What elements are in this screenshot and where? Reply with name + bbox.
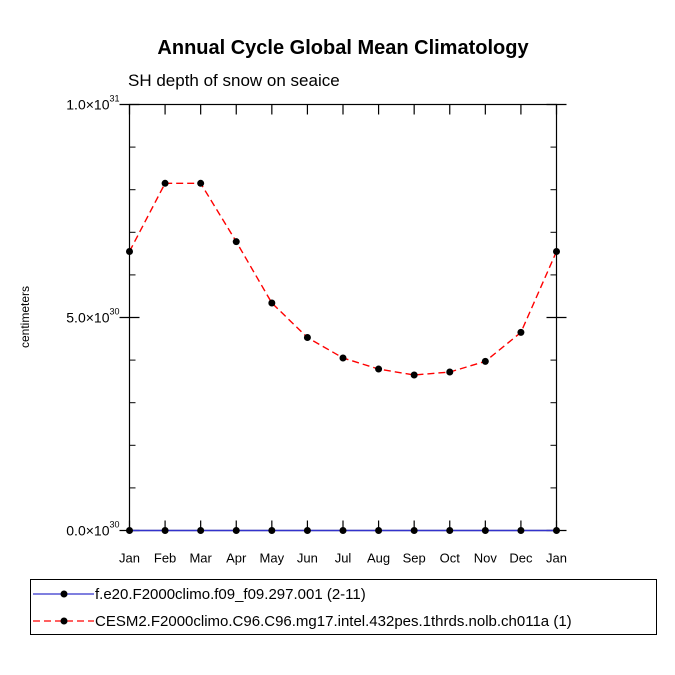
x-tick-label: Feb (154, 551, 176, 566)
minor-ticks (129, 146, 557, 489)
series-1-point (375, 527, 383, 534)
x-tick-label: Dec (509, 551, 533, 566)
series-1-point (517, 527, 525, 534)
series-1-point (161, 527, 169, 534)
series-1-point (268, 527, 276, 534)
chart-subtitle: SH depth of snow on seaice (128, 71, 340, 90)
series-2-point (481, 357, 489, 365)
series-2-point (517, 328, 525, 336)
legend-entry-2: CESM2.F2000climo.C96.C96.mg17.intel.432p… (33, 613, 572, 630)
series-2-point (197, 179, 205, 187)
series-1-point (126, 527, 133, 534)
legend-entry-1: f.e20.F2000climo.f09_f09.297.001 (2-11) (33, 586, 366, 603)
y-axis-label: centimeters (18, 286, 32, 348)
x-tick-label: Mar (189, 551, 212, 566)
series-2-point (410, 371, 418, 379)
series-1-point (553, 527, 560, 534)
y-tick-label: 1.0×1031 (66, 94, 119, 113)
legend-marker-1 (60, 590, 68, 598)
x-tick-label: Aug (367, 551, 390, 566)
series-2-point (161, 179, 169, 187)
x-tick-label: Jun (297, 551, 318, 566)
x-tick-label: Jan (119, 551, 140, 566)
series-2-point (375, 365, 383, 373)
y-tick-label: 0.0×1030 (66, 520, 119, 539)
series-1-point (446, 527, 454, 534)
series-1-point (481, 527, 489, 534)
series-layer (126, 179, 560, 534)
x-tick-label: Jan (546, 551, 567, 566)
x-axis-ticks: Jan Feb Mar Apr May Jun Jul Aug Sep Oct Nov Dec Jan (119, 104, 567, 566)
legend-label-2: CESM2.F2000climo.C96.C96.mg17.intel.432p… (95, 613, 572, 630)
series-2-point (339, 354, 347, 362)
series-1-point (303, 527, 311, 534)
series-1-point (339, 527, 347, 534)
legend-label-1: f.e20.F2000climo.f09_f09.297.001 (2-11) (95, 586, 366, 603)
series-2-point (553, 247, 560, 255)
series-line-2 (128, 182, 558, 376)
series-2-point (232, 238, 240, 246)
x-tick-label: Oct (440, 551, 461, 566)
legend-box (30, 579, 657, 635)
plot-frame (128, 103, 558, 532)
legend-marker-2 (60, 617, 68, 625)
y-axis-ticks: 0.0×1030 5.0×1030 1.0×1031 (66, 94, 567, 539)
series-2-point (268, 299, 276, 307)
x-tick-label: Sep (403, 551, 426, 566)
x-tick-label: May (260, 551, 285, 566)
y-tick-label: 5.0×1030 (66, 307, 119, 326)
series-1-point (197, 527, 205, 534)
x-tick-label: Jul (335, 551, 352, 566)
chart-title: Annual Cycle Global Mean Climatology (157, 37, 529, 59)
x-tick-label: Apr (226, 551, 247, 566)
x-tick-label: Nov (474, 551, 498, 566)
series-2-point (446, 368, 454, 376)
series-1-point (232, 527, 240, 534)
series-2-point (126, 247, 133, 255)
series-2-point (303, 334, 311, 342)
series-1-point (410, 527, 418, 534)
